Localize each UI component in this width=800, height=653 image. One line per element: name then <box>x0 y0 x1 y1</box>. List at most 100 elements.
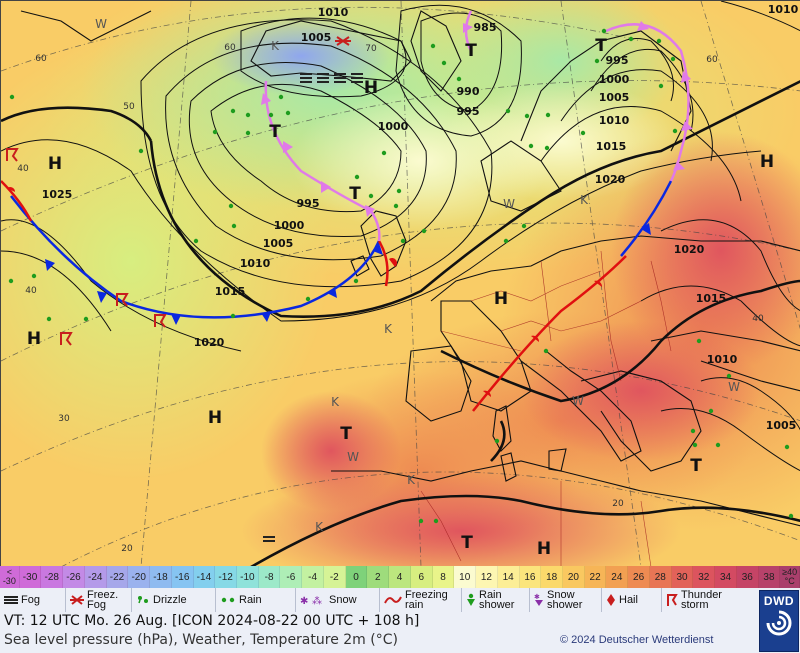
scale-cell: -28 <box>41 566 64 588</box>
cold-air-label: K <box>315 520 324 534</box>
high-pressure-marker: H <box>537 539 551 559</box>
scale-cell: -30 <box>19 566 42 588</box>
scale-cell: 32 <box>693 566 716 588</box>
scale-cell: 12 <box>476 566 498 588</box>
scale-low-top: < <box>6 567 12 577</box>
legend-label: Rain shower <box>479 589 515 611</box>
legend-thunderstorm: Thunder storm <box>662 588 738 612</box>
snow-shower-icon: ✱ <box>534 593 544 607</box>
isobar-label: 985 <box>474 21 497 34</box>
isobar-label: 1010 <box>240 257 271 270</box>
freezing-rain-icon <box>384 594 402 606</box>
scale-cell: -16 <box>171 566 194 588</box>
legend-label: Freezing rain <box>405 589 448 611</box>
cold-air-label: K <box>271 39 280 53</box>
bold-isobars <box>0 80 800 569</box>
svg-text:✱: ✱ <box>300 596 308 606</box>
high-pressure-marker: H <box>364 78 378 98</box>
svg-text:⁂: ⁂ <box>312 595 322 606</box>
scale-cell: 28 <box>649 566 672 588</box>
low-pressure-marker: T <box>465 41 477 61</box>
isobar-label: 1005 <box>599 91 630 104</box>
map-info-panel: VT: 12 UTC Mo. 26 Aug. [ICON 2024-08-22 … <box>0 612 800 653</box>
scale-cell: -4 <box>302 566 324 588</box>
svg-text:✱: ✱ <box>534 593 540 601</box>
drizzle-icon <box>136 594 150 606</box>
legend-rain-shower: Rain shower <box>462 588 530 612</box>
dwd-logo-text: DWD <box>763 594 795 608</box>
isobar-label: 1005 <box>301 31 332 44</box>
scale-cell: 10 <box>454 566 477 588</box>
isobar-label: 995 <box>606 54 629 67</box>
high-pressure-marker: H <box>208 408 222 428</box>
scale-cell: -18 <box>150 566 172 588</box>
latitude-label: 20 <box>612 499 624 509</box>
scale-cell: 2 <box>367 566 390 588</box>
legend-snow-shower: ✱ Snow shower <box>530 588 602 612</box>
isobars <box>0 0 800 472</box>
scale-low-bottom: -30 <box>2 576 16 586</box>
scale-cell: 24 <box>606 566 629 588</box>
scale-cell: 0 <box>345 566 368 588</box>
isobar-label: 1020 <box>674 243 705 256</box>
snow-icon: ✱ ⁂ <box>300 594 326 606</box>
thunderstorm-icon <box>666 593 678 607</box>
isobar-label: 1015 <box>596 140 627 153</box>
latitude-labels: 60 50 40 40 30 20 60 70 60 40 20 <box>17 43 764 554</box>
isobar-label: 1000 <box>274 219 305 232</box>
legend-label: Fog <box>21 594 40 606</box>
thunderstorm-symbols <box>6 148 167 346</box>
weather-map: 1010 1005 985 990 995 1000 995 1000 1005 1010 1015… <box>0 0 800 591</box>
coastlines <box>20 10 800 527</box>
scale-cell: -10 <box>237 566 259 588</box>
scale-cell: -6 <box>280 566 303 588</box>
warm-front <box>0 180 627 412</box>
low-pressure-marker: T <box>461 533 473 553</box>
scale-cell: 8 <box>432 566 455 588</box>
cold-front <box>10 180 673 325</box>
cold-air-labels: K K K K K K <box>271 39 589 534</box>
scale-cell: 30 <box>671 566 694 588</box>
field-description: Sea level pressure (hPa), Weather, Tempe… <box>4 632 398 648</box>
scale-cell: 26 <box>628 566 650 588</box>
dwd-swirl-icon <box>766 610 792 636</box>
scale-cell: 36 <box>736 566 759 588</box>
scale-cell: -24 <box>84 566 107 588</box>
isobar-label: 1010 <box>707 353 738 366</box>
isobar-label: 1000 <box>378 120 409 133</box>
isobar-label: 995 <box>297 197 320 210</box>
legend-fog: Fog <box>0 588 66 612</box>
legend-label: Rain <box>239 594 262 606</box>
latitude-label: 20 <box>121 544 133 554</box>
cold-air-label: K <box>384 322 393 336</box>
legend-label: Snow shower <box>547 589 583 611</box>
isobar-label: 1010 <box>768 3 799 16</box>
isobar-label: 1015 <box>696 292 727 305</box>
scale-cell: -20 <box>128 566 151 588</box>
temperature-scale: < -30 -30 -28 -26 -24 -22 -20 -18 -16 -14 -12 -10-… <box>0 566 800 589</box>
scale-cell: -8 <box>258 566 281 588</box>
freezing-fog-symbol <box>335 36 351 46</box>
isobar-labels: 1010 1005 985 990 995 1000 995 1000 1005 1010 1015… <box>42 3 799 432</box>
latitude-label: 40 <box>752 314 764 324</box>
weather-legend: Fog Freez. Fog Drizzle Rain ✱ ⁂ Snow Free… <box>0 588 800 612</box>
cold-air-label: K <box>331 395 340 409</box>
scale-cell: -14 <box>193 566 216 588</box>
low-pressure-marker: T <box>595 36 607 56</box>
scale-high-top: ≥40 <box>782 567 798 577</box>
country-borders <box>420 250 672 568</box>
scale-cell: -26 <box>63 566 85 588</box>
scale-cell: -2 <box>323 566 346 588</box>
scale-cell: 6 <box>410 566 433 588</box>
isobar-label: 1000 <box>599 73 630 86</box>
hail-icon <box>606 593 616 607</box>
copyright: © 2024 Deutscher Wetterdienst <box>560 634 714 646</box>
legend-drizzle: Drizzle <box>132 588 216 612</box>
isobar-label: 995 <box>457 105 480 118</box>
warm-air-label: W <box>728 380 740 394</box>
latitude-label: 60 <box>35 54 47 64</box>
legend-snow: ✱ ⁂ Snow <box>296 588 380 612</box>
scale-cell: 16 <box>519 566 542 588</box>
rain-shower-icon <box>466 593 476 607</box>
isobar-label: 1005 <box>766 419 797 432</box>
